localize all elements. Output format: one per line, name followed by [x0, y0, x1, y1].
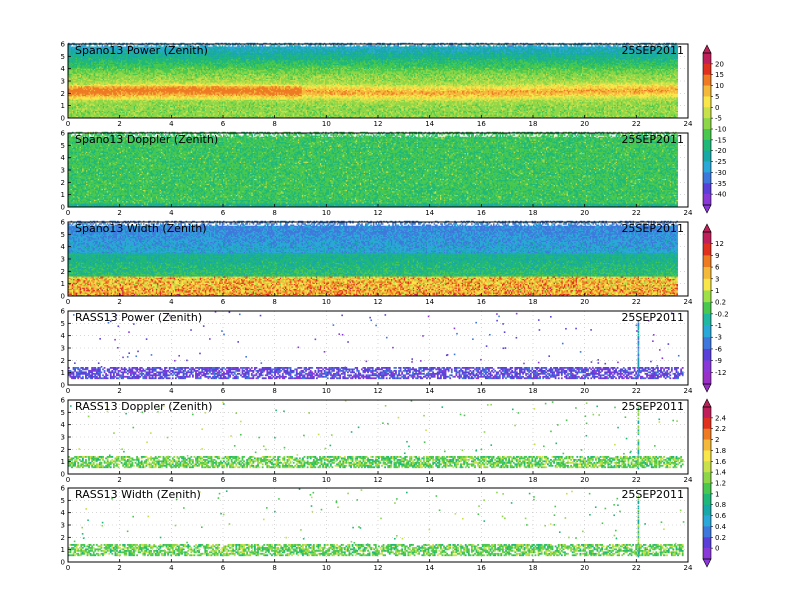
panel-1: 0246810121416182022240123456Spano13 Powe…	[61, 41, 693, 129]
